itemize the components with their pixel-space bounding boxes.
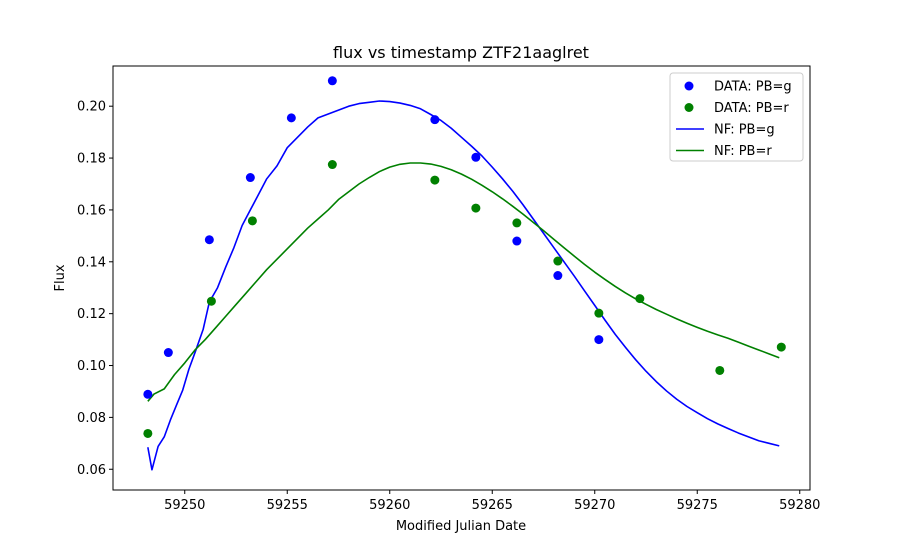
legend-label: DATA: PB=g [714, 80, 792, 95]
legend-marker-data-r [684, 103, 694, 112]
y-tick-label: 0.18 [77, 152, 106, 167]
data-point-r [430, 175, 440, 185]
x-tick-label: 59255 [267, 498, 308, 513]
data-point-r [635, 294, 645, 304]
data-point-r [471, 203, 481, 213]
plot-area [112, 65, 811, 491]
chart-title: flux vs timestamp ZTF21aaglret [333, 43, 589, 62]
legend: DATA: PB=g DATA: PB=r NF: PB=g NF: PB=r [669, 72, 804, 162]
data-point-g [245, 173, 255, 183]
axis-ticks: 59250 59255 59260 59265 59270 59275 59280 0.06 0… [77, 100, 820, 513]
data-point-r [594, 308, 604, 318]
data-point-r [247, 216, 257, 226]
x-tick-label: 59250 [164, 498, 205, 513]
x-tick-label: 59280 [779, 498, 820, 513]
y-tick-label: 0.12 [77, 307, 106, 322]
data-point-g [594, 335, 604, 345]
data-point-g [286, 113, 296, 123]
model-line-r [147, 162, 780, 402]
x-tick-label: 59275 [677, 498, 718, 513]
y-tick-label: 0.06 [77, 463, 106, 478]
data-point-r [206, 296, 216, 306]
axes-frame [112, 65, 811, 491]
legend-label: DATA: PB=r [714, 101, 789, 116]
legend-marker-data-g [684, 81, 694, 91]
legend-label: NF: PB=g [714, 123, 775, 138]
data-point-r [776, 342, 786, 352]
x-tick-label: 59260 [369, 498, 410, 513]
y-tick-label: 0.16 [77, 203, 106, 218]
data-point-r [553, 256, 563, 266]
data-point-r [327, 160, 337, 170]
data-point-g [163, 348, 173, 358]
y-axis-label: Flux [53, 264, 68, 291]
data-point-r [512, 218, 522, 228]
x-axis-label: Modified Julian Date [396, 519, 526, 534]
data-point-g [430, 115, 440, 125]
y-tick-label: 0.08 [77, 411, 106, 426]
x-tick-label: 59270 [574, 498, 615, 513]
data-point-g [553, 271, 563, 281]
legend-label: NF: PB=r [714, 144, 772, 159]
data-point-g [143, 389, 153, 399]
y-tick-label: 0.14 [77, 255, 106, 270]
y-tick-label: 0.10 [77, 359, 106, 374]
data-point-r [143, 428, 153, 438]
x-tick-label: 59265 [472, 498, 513, 513]
legend-box [669, 72, 804, 162]
data-point-g [471, 152, 481, 162]
data-point-r [715, 365, 725, 375]
data-point-g [327, 76, 337, 86]
data-point-g [204, 235, 214, 245]
data-point-g [512, 236, 522, 246]
y-tick-label: 0.20 [77, 100, 106, 115]
